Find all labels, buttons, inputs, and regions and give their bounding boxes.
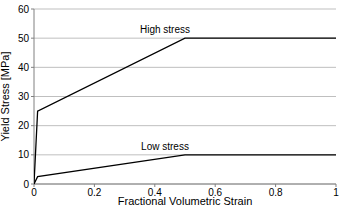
- grid-line: [34, 9, 336, 10]
- y-tick-label: 30: [18, 91, 30, 102]
- y-tick-label: 0: [23, 179, 29, 190]
- series-line: [34, 38, 336, 184]
- y-axis-title: Yield Stress [MPa]: [0, 51, 11, 141]
- x-axis-title: Fractional Volumetric Strain: [118, 195, 253, 207]
- x-axis: [34, 184, 336, 185]
- series-line: [34, 155, 336, 184]
- series-label: High stress: [140, 24, 190, 35]
- x-tick-label: 1: [333, 187, 339, 198]
- plot-area: [34, 38, 336, 184]
- grid-line: [34, 96, 336, 97]
- y-tick-label: 20: [18, 120, 30, 131]
- x-tick-label: 0.8: [269, 187, 283, 198]
- y-tick-label: 60: [18, 4, 30, 15]
- chart-svg: 010203040506000.20.40.60.81High stressLo…: [0, 0, 348, 208]
- grid-line: [34, 184, 336, 185]
- y-tick-label: 10: [18, 149, 30, 160]
- grid-line: [34, 67, 336, 68]
- x-tick-label: 0: [31, 187, 37, 198]
- chart-container: 010203040506000.20.40.60.81High stressLo…: [0, 0, 348, 208]
- x-tick-label: 0.2: [87, 187, 101, 198]
- series-label: Low stress: [141, 141, 189, 152]
- y-tick-label: 40: [18, 62, 30, 73]
- series-labels: High stress Low stress: [140, 24, 190, 152]
- grid-line: [34, 125, 336, 126]
- y-tick-label: 50: [18, 33, 30, 44]
- y-axis: [34, 9, 35, 184]
